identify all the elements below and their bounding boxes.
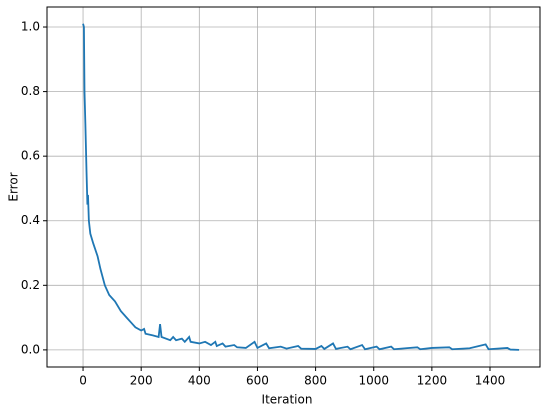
y-tick-label: 0.4 xyxy=(21,213,40,227)
line-series xyxy=(82,23,520,351)
x-tick-label: 1200 xyxy=(417,374,448,388)
x-tick-label: 400 xyxy=(188,374,211,388)
x-tick-label: 800 xyxy=(304,374,327,388)
y-tick-label: 1.0 xyxy=(21,20,40,34)
y-tick-label: 0.8 xyxy=(21,84,40,98)
x-tick-label: 0 xyxy=(79,374,87,388)
y-axis-label: Error xyxy=(7,172,21,201)
y-tick-label: 0.2 xyxy=(21,278,40,292)
x-axis-label: Iteration xyxy=(262,393,313,407)
y-tick-label: 0.0 xyxy=(21,342,40,356)
x-tick-label: 1400 xyxy=(475,374,506,388)
x-tick-label: 600 xyxy=(246,374,269,388)
x-tick-label: 200 xyxy=(130,374,153,388)
plot-frame xyxy=(46,6,541,368)
y-tick-label: 0.6 xyxy=(21,149,40,163)
x-tick-label: 1000 xyxy=(358,374,389,388)
